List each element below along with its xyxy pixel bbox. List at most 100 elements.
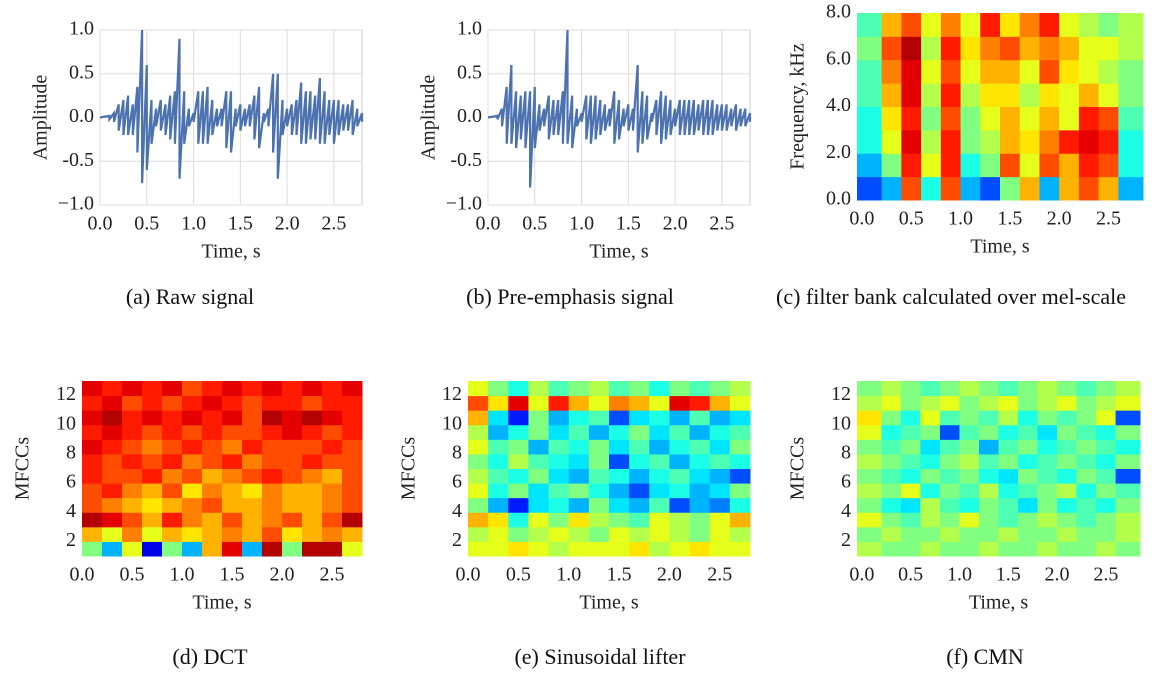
heatmap-cell	[488, 439, 509, 455]
heatmap-cell	[162, 424, 183, 440]
heatmap-cell	[1098, 153, 1119, 178]
heatmap-cell	[978, 395, 999, 411]
heatmap-cell	[282, 439, 303, 455]
heatmap-cell	[920, 483, 941, 499]
heatmap-cell	[939, 395, 960, 411]
heatmap-cell	[282, 410, 303, 426]
heatmap-cell	[142, 381, 163, 397]
x-tick-label: 0.0	[849, 564, 874, 586]
heatmap-cell	[689, 497, 711, 513]
heatmap-cell	[1057, 410, 1078, 426]
heatmap-cell	[729, 483, 751, 499]
heatmap-cell	[901, 176, 922, 201]
heatmap-cell	[548, 497, 570, 513]
heatmap-cell	[1115, 453, 1141, 469]
heatmap-cell	[528, 395, 550, 411]
heatmap-cell	[262, 453, 283, 469]
heatmap-cell	[488, 483, 509, 499]
waveform	[99, 29, 364, 184]
heatmap-cell	[629, 410, 650, 426]
heatmap-cell	[162, 439, 183, 455]
heatmap-cell	[322, 410, 343, 426]
heatmap-cell	[959, 439, 980, 455]
heatmap-cell	[881, 59, 902, 84]
heatmap-cell	[857, 129, 883, 154]
heatmap-cell	[262, 410, 283, 426]
heatmap-cell	[528, 381, 550, 397]
heatmap-cell	[1019, 83, 1040, 107]
heatmap-cell	[588, 497, 610, 513]
heatmap-cell	[1059, 106, 1080, 131]
heatmap-cell	[322, 395, 343, 411]
heatmap-cell	[102, 410, 123, 426]
y-tick-label: 0.0	[457, 105, 482, 127]
y-tick-label: 2.0	[826, 141, 851, 163]
heatmap-cell	[528, 468, 550, 484]
caption: (a) Raw signal	[125, 284, 255, 309]
heatmap-cell	[242, 439, 263, 455]
y-tick-label: -0.5	[62, 149, 94, 171]
y-tick-label: 0.0	[69, 105, 94, 127]
x-tick-label: 2.0	[657, 564, 682, 586]
heatmap-cell	[729, 497, 751, 513]
heatmap-cell	[1037, 381, 1058, 397]
heatmap-cell	[142, 439, 163, 455]
heatmap-cell	[980, 153, 1001, 178]
heatmap-cell	[1096, 526, 1117, 542]
heatmap-cell	[568, 483, 590, 499]
heatmap-cell	[202, 424, 223, 440]
heatmap-cell	[548, 395, 570, 411]
heatmap-cell	[978, 512, 999, 528]
heatmap-cell	[669, 395, 691, 411]
heatmap-cell	[528, 483, 550, 499]
heatmap-cell	[282, 483, 303, 499]
heatmap-cell	[980, 59, 1001, 84]
heatmap-cell	[900, 526, 921, 542]
heatmap-cell	[1115, 497, 1141, 513]
x-tick-label: 0.0	[476, 213, 501, 235]
heatmap-cell	[222, 468, 243, 484]
heatmap-cell	[729, 512, 751, 528]
heatmap-cell	[980, 176, 1001, 201]
heatmap-cell	[978, 424, 999, 440]
heatmap-cell	[302, 526, 323, 542]
x-tick-label: 2.5	[1093, 564, 1118, 586]
heatmap-cell	[102, 453, 123, 469]
heatmap-cell	[998, 424, 1019, 440]
heatmap-cell	[980, 83, 1001, 107]
heatmap-cell	[122, 483, 143, 499]
heatmap-cell	[900, 453, 921, 469]
heatmap-cell	[609, 439, 630, 455]
y-tick-label: -0.5	[450, 149, 482, 171]
heatmap-cell	[122, 497, 143, 513]
x-tick-label: 2.5	[709, 213, 734, 235]
heatmap-cell	[921, 83, 942, 107]
heatmap-cell	[488, 468, 509, 484]
heatmap-cell	[960, 129, 981, 154]
heatmap-cell	[1078, 36, 1100, 61]
heatmap-cell	[1078, 13, 1100, 37]
heatmap-cell	[588, 512, 610, 528]
x-tick-label: 0.5	[898, 564, 923, 586]
heatmap-cell	[609, 541, 630, 557]
x-tick-label: 0.5	[120, 564, 145, 586]
heatmap-cell	[508, 497, 529, 513]
heatmap-cell	[978, 468, 999, 484]
heatmap-cell	[1118, 176, 1144, 201]
heatmap-cell	[1000, 36, 1021, 61]
heatmap-cell	[568, 512, 590, 528]
heatmap-cell	[142, 526, 163, 542]
heatmap-cell	[508, 453, 529, 469]
heatmap-cell	[182, 410, 203, 426]
heatmap-cell	[939, 512, 960, 528]
heatmap-cell	[1057, 395, 1078, 411]
heatmap-cell	[262, 424, 283, 440]
heatmap-cell	[901, 36, 922, 61]
heatmap-cell	[709, 526, 731, 542]
x-tick-label: 2.0	[1045, 564, 1070, 586]
heatmap-cell	[857, 106, 883, 131]
y-tick-label: 6	[66, 471, 76, 493]
heatmap-cell	[1115, 526, 1141, 542]
heatmap-cell	[857, 59, 883, 84]
heatmap-cell	[1019, 13, 1040, 37]
